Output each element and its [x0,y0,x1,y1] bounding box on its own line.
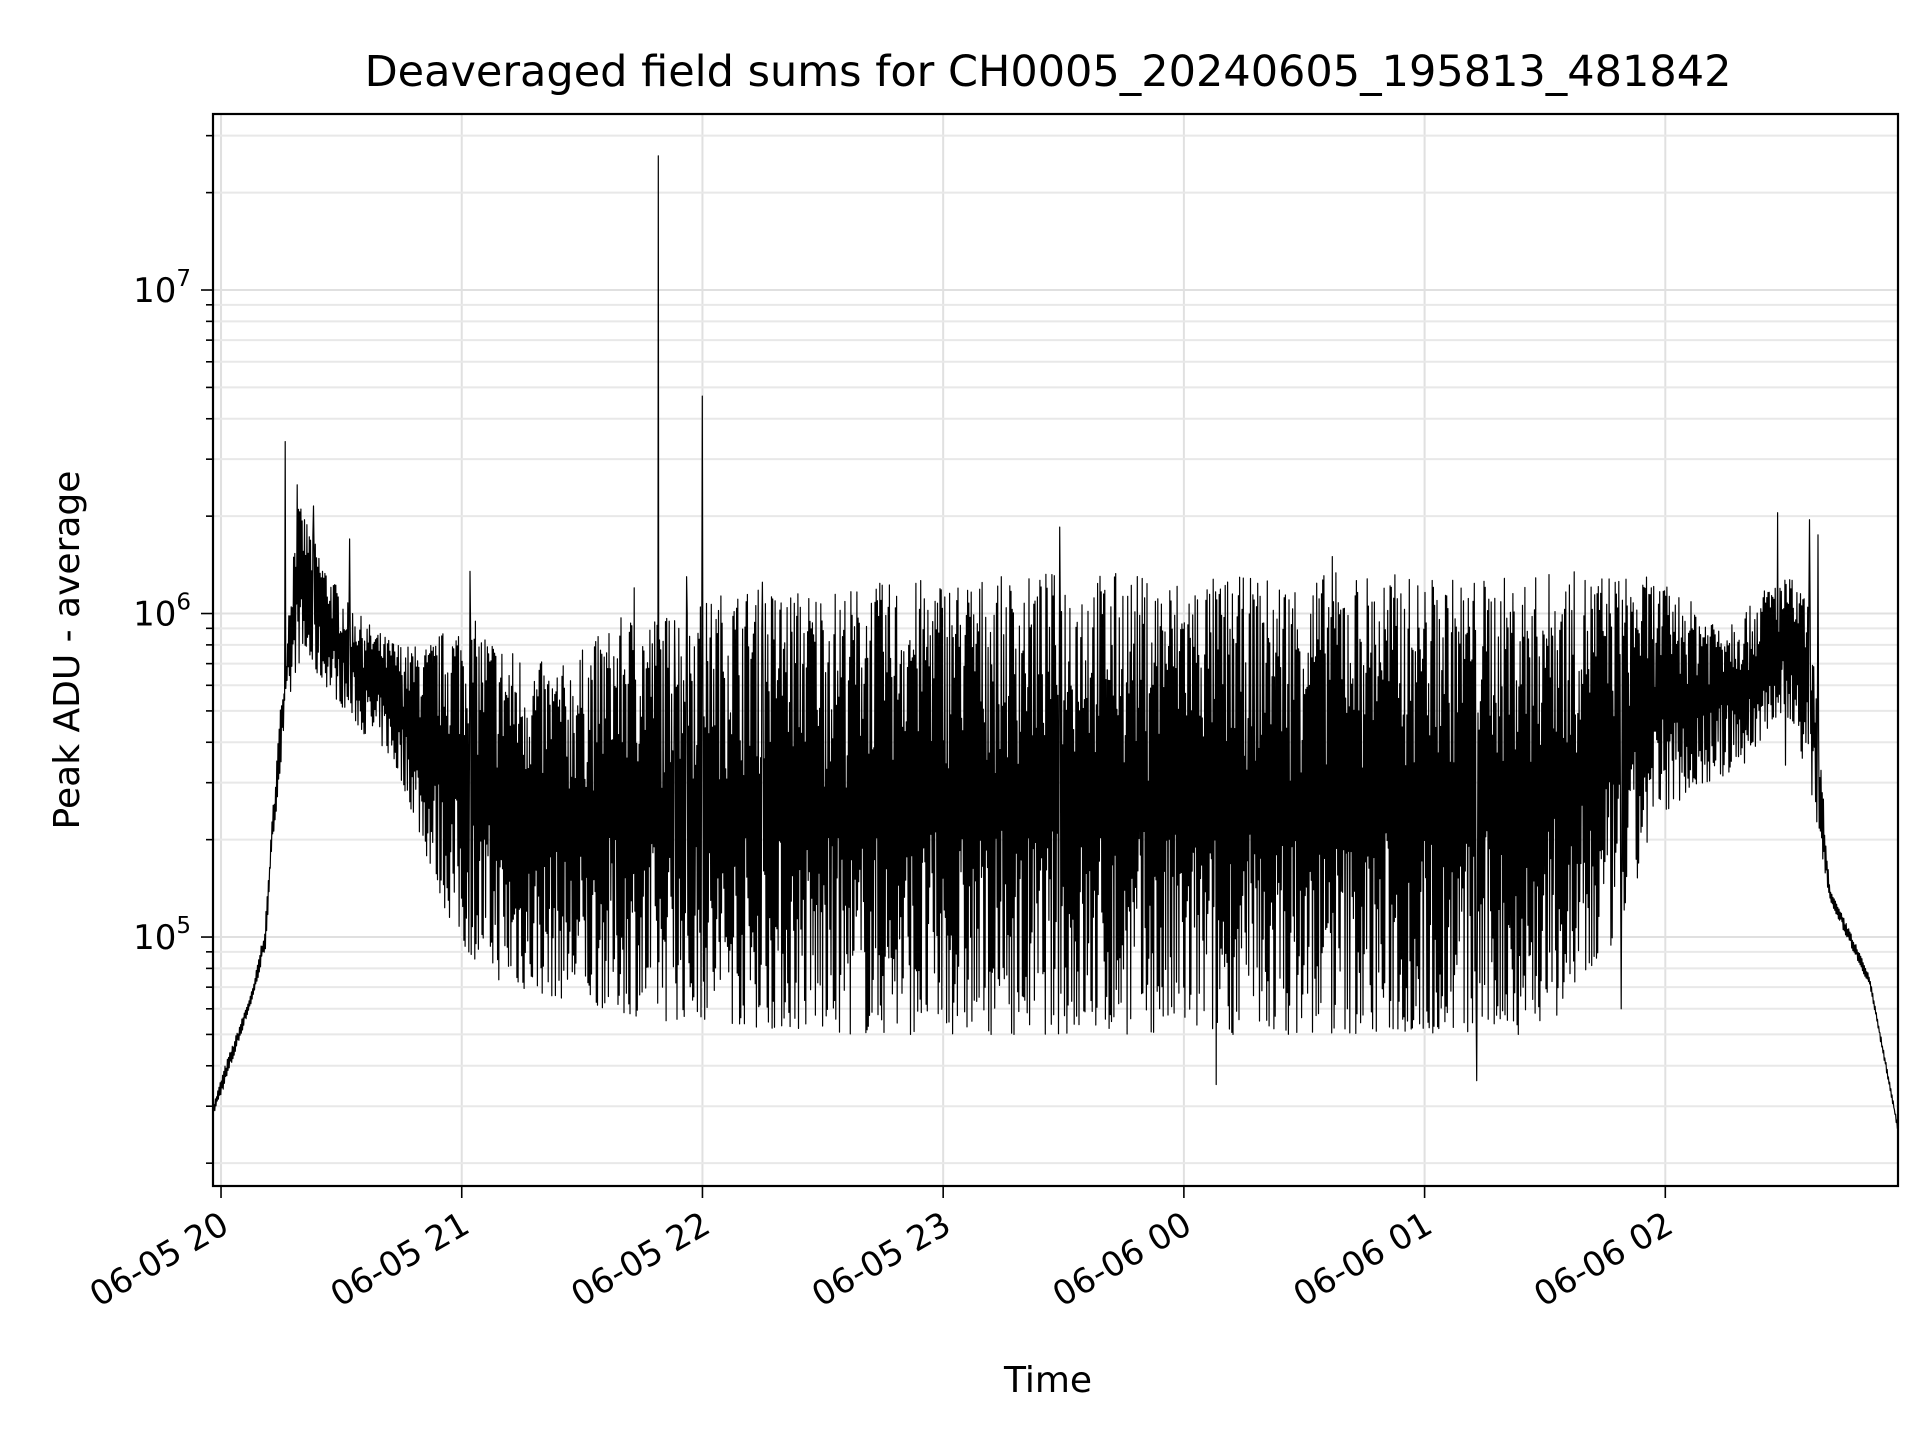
series-line-group [213,156,1898,1129]
x-tick-label: 06-06 01 [1287,1204,1439,1315]
chart-title: Deaveraged field sums for CH0005_2024060… [365,47,1732,97]
x-axis-label: Time [1003,1360,1092,1401]
x-tick-label: 06-05 22 [565,1204,717,1315]
x-tick-label: 06-05 23 [805,1204,957,1315]
y-tick-label: 107 [133,266,191,311]
y-tick-label: 106 [133,590,191,635]
x-ticks: 06-05 20 06-05 21 06-05 22 06-05 23 06-06 00… [83,1186,1680,1315]
x-tick-label: 06-05 20 [83,1204,235,1315]
y-ticks: 105 106 107 [133,136,213,1164]
x-tick-label: 06-06 02 [1527,1204,1679,1315]
x-tick-label: 06-06 00 [1046,1204,1198,1315]
x-tick-label: 06-05 21 [324,1204,476,1315]
series-line [213,156,1898,1129]
y-axis-label: Peak ADU - average [47,471,88,830]
y-tick-label: 105 [133,913,191,958]
